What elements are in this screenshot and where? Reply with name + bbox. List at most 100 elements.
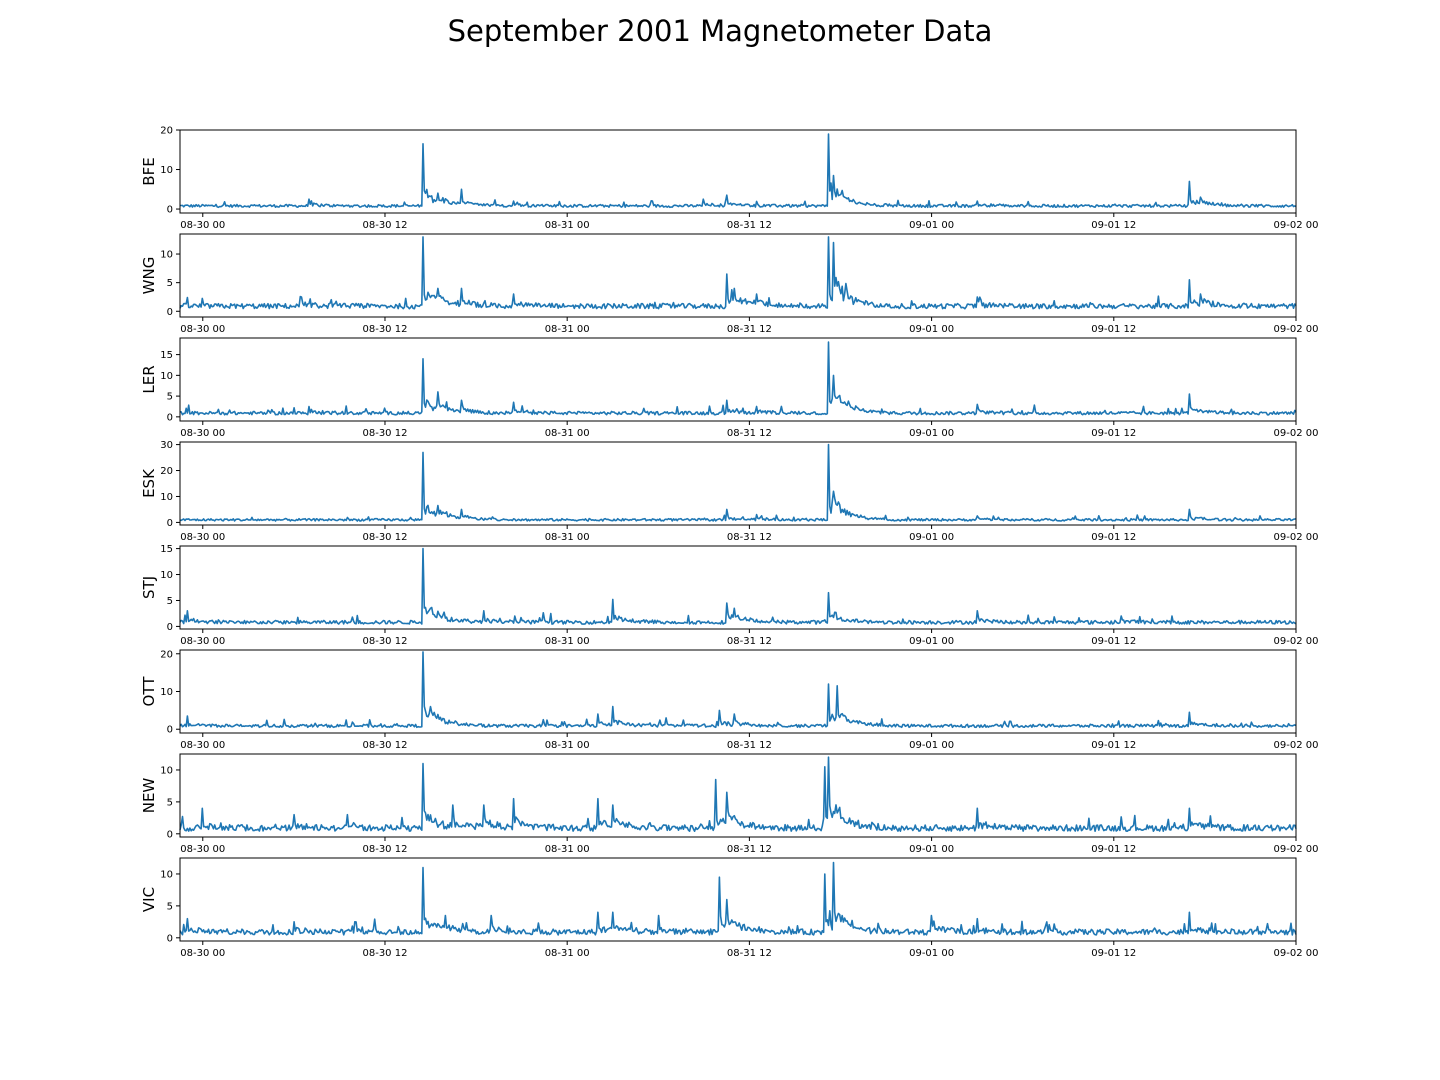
x-tick-label: 08-30 00 <box>180 948 225 959</box>
x-tick-label: 08-31 12 <box>727 844 772 855</box>
y-tick-label: 5 <box>167 278 173 289</box>
x-tick-label: 08-31 12 <box>727 428 772 439</box>
y-axis-label: LER <box>140 365 158 393</box>
x-tick-label: 08-30 12 <box>362 844 407 855</box>
x-tick-label: 08-31 00 <box>545 532 590 543</box>
y-axis-label: STJ <box>140 576 158 599</box>
x-tick-label: 08-31 00 <box>545 636 590 647</box>
panel-esk: 0 10 20 30 08-30 00 08-30 12 08-31 00 08-31 12 0… <box>140 440 1318 543</box>
x-tick-label: 09-01 12 <box>1091 428 1136 439</box>
x-tick-label: 09-02 00 <box>1274 948 1319 959</box>
panel-ott: 0 10 20 08-30 00 08-30 12 08-31 00 08-31 12 09-… <box>140 649 1318 751</box>
y-tick-label: 10 <box>160 250 173 261</box>
y-axis-label: ESK <box>140 468 158 498</box>
x-tick-label: 09-02 00 <box>1274 220 1319 231</box>
chart-title: September 2001 Magnetometer Data <box>447 14 993 48</box>
y-tick-label: 20 <box>160 466 173 477</box>
x-tick-label: 08-31 00 <box>545 844 590 855</box>
y-axis-label: WNG <box>140 257 158 295</box>
y-tick-label: 0 <box>167 307 173 318</box>
y-tick-label: 10 <box>160 765 173 776</box>
panel-bfe: 0 10 20 08-30 00 08-30 12 08-31 00 08-31 12 09-… <box>140 126 1318 232</box>
series-line-vic <box>179 861 1297 936</box>
plot-frame <box>179 233 1297 318</box>
y-tick-label: 5 <box>167 392 173 403</box>
y-axis-label: NEW <box>140 778 158 814</box>
x-tick-label: 08-31 00 <box>545 220 590 231</box>
plot-frame <box>179 753 1297 838</box>
y-tick-label: 10 <box>160 869 173 880</box>
x-tick-label: 09-02 00 <box>1274 428 1319 439</box>
x-tick-label: 09-01 00 <box>909 428 954 439</box>
x-tick-label: 09-01 00 <box>909 324 954 335</box>
x-tick-label: 08-30 12 <box>362 740 407 751</box>
y-tick-label: 0 <box>167 829 173 840</box>
x-tick-label: 09-02 00 <box>1274 844 1319 855</box>
x-tick-label: 08-30 12 <box>362 324 407 335</box>
x-tick-label: 09-01 00 <box>909 532 954 543</box>
x-tick-label: 08-30 12 <box>362 948 407 959</box>
panel-new: 0 5 10 08-30 00 08-30 12 08-31 00 08-31 12 09-0… <box>140 753 1319 855</box>
x-tick-label: 08-31 12 <box>727 636 772 647</box>
y-tick-label: 0 <box>167 622 173 633</box>
x-tick-label: 09-01 12 <box>1091 844 1136 855</box>
y-axis-label: BFE <box>140 157 158 185</box>
panel-vic: 0 5 10 08-30 00 08-30 12 08-31 00 08-31 12 09-0… <box>140 857 1319 959</box>
x-tick-label: 08-31 00 <box>545 324 590 335</box>
plot-frame <box>179 545 1297 630</box>
x-tick-label: 08-30 12 <box>362 636 407 647</box>
plot-frame <box>179 337 1297 422</box>
x-tick-label: 09-01 12 <box>1091 636 1136 647</box>
series-line-ler <box>179 341 1297 416</box>
x-tick-label: 09-01 12 <box>1091 740 1136 751</box>
x-tick-label: 08-31 00 <box>545 428 590 439</box>
x-tick-label: 08-31 00 <box>545 948 590 959</box>
x-tick-label: 09-01 00 <box>909 740 954 751</box>
x-tick-label: 09-02 00 <box>1274 740 1319 751</box>
x-tick-label: 09-01 12 <box>1091 220 1136 231</box>
series-line-new <box>179 756 1297 832</box>
y-tick-label: 0 <box>167 933 173 944</box>
y-tick-label: 0 <box>167 205 173 216</box>
panel-wng: 0 5 10 08-30 00 08-30 12 08-31 00 08-31 12 09-0… <box>140 233 1319 335</box>
y-tick-label: 0 <box>167 412 173 423</box>
y-tick-label: 10 <box>160 492 173 503</box>
x-tick-label: 08-30 12 <box>362 532 407 543</box>
y-tick-label: 0 <box>167 518 173 529</box>
x-tick-label: 08-30 00 <box>180 324 225 335</box>
panel-ler: 0 5 10 15 08-30 00 08-30 12 08-31 00 08-31 12 09… <box>140 337 1319 439</box>
y-tick-label: 10 <box>160 687 173 698</box>
y-tick-label: 5 <box>167 596 173 607</box>
x-tick-label: 08-31 12 <box>727 220 772 231</box>
x-tick-label: 08-31 12 <box>727 740 772 751</box>
y-tick-label: 15 <box>160 544 173 555</box>
y-axis-label: OTT <box>140 676 158 707</box>
x-tick-label: 09-02 00 <box>1274 324 1319 335</box>
series-line-stj <box>179 547 1297 625</box>
y-tick-label: 10 <box>160 371 173 382</box>
x-tick-label: 09-01 00 <box>909 844 954 855</box>
y-tick-label: 15 <box>160 350 173 361</box>
y-tick-label: 5 <box>167 901 173 912</box>
x-tick-label: 08-31 12 <box>727 324 772 335</box>
y-tick-label: 30 <box>160 440 173 451</box>
x-tick-label: 08-30 00 <box>180 740 225 751</box>
panel-stj: 0 5 10 15 08-30 00 08-30 12 08-31 00 08-31 12 09… <box>140 544 1318 647</box>
y-tick-label: 10 <box>160 570 173 581</box>
x-tick-label: 08-30 00 <box>180 220 225 231</box>
x-tick-label: 08-30 00 <box>180 844 225 855</box>
plot-frame <box>179 129 1297 214</box>
x-tick-label: 09-01 12 <box>1091 324 1136 335</box>
x-tick-label: 09-02 00 <box>1274 532 1319 543</box>
x-tick-label: 08-30 00 <box>180 428 225 439</box>
series-line-bfe <box>180 133 1297 209</box>
y-tick-label: 10 <box>160 165 173 176</box>
y-tick-label: 20 <box>160 649 173 660</box>
plot-frame <box>179 649 1297 734</box>
x-tick-label: 08-30 12 <box>362 220 407 231</box>
plot-frame <box>179 857 1297 942</box>
x-tick-label: 09-01 12 <box>1091 948 1136 959</box>
y-axis-label: VIC <box>140 887 158 912</box>
x-tick-label: 08-30 12 <box>362 428 407 439</box>
